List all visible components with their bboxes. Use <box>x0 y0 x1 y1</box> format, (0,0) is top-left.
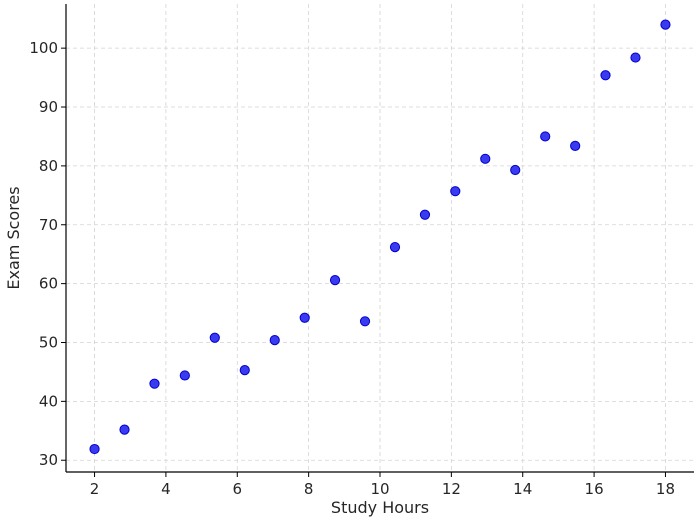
x-tick-label: 2 <box>90 480 100 498</box>
data-point <box>450 186 461 197</box>
x-tick-label: 10 <box>370 480 389 498</box>
data-point <box>299 312 310 323</box>
y-tick-label: 80 <box>39 157 58 175</box>
data-point <box>660 19 671 30</box>
x-tick-label: 8 <box>304 480 314 498</box>
y-tick-label: 30 <box>39 451 58 469</box>
y-tick-label: 60 <box>39 275 58 293</box>
x-tick-label: 18 <box>656 480 675 498</box>
grid <box>66 4 694 472</box>
y-tick-label: 50 <box>39 333 58 351</box>
x-tick-label: 12 <box>442 480 461 498</box>
y-tick-label: 70 <box>39 216 58 234</box>
x-tick-label: 6 <box>232 480 242 498</box>
data-point <box>600 70 611 81</box>
y-tick-label: 100 <box>29 39 58 57</box>
data-point <box>179 370 190 381</box>
data-point <box>630 52 641 63</box>
data-point <box>269 335 280 346</box>
data-point <box>419 209 431 220</box>
data-point <box>480 153 491 164</box>
y-axis-label: Exam Scores <box>4 186 23 289</box>
x-tick-label: 4 <box>161 480 171 498</box>
data-point <box>119 424 130 435</box>
data-point <box>540 131 551 142</box>
data-point <box>89 443 100 455</box>
data-point <box>389 242 401 253</box>
x-axis-label: Study Hours <box>331 498 429 517</box>
y-tick-label: 40 <box>39 392 58 410</box>
ticks: 2 4 6 8 10 12 14 16 18 30 40 50 60 70 80 90 100 <box>29 39 675 498</box>
data-point <box>329 274 341 286</box>
data-point <box>209 332 220 343</box>
x-tick-label: 16 <box>585 480 604 498</box>
data-point <box>239 365 250 376</box>
data-point <box>510 164 521 176</box>
data-point <box>570 140 581 151</box>
data-point <box>149 378 160 389</box>
y-tick-label: 90 <box>39 98 58 116</box>
x-tick-label: 14 <box>513 480 532 498</box>
data-point <box>359 316 371 327</box>
data-points <box>89 19 671 455</box>
